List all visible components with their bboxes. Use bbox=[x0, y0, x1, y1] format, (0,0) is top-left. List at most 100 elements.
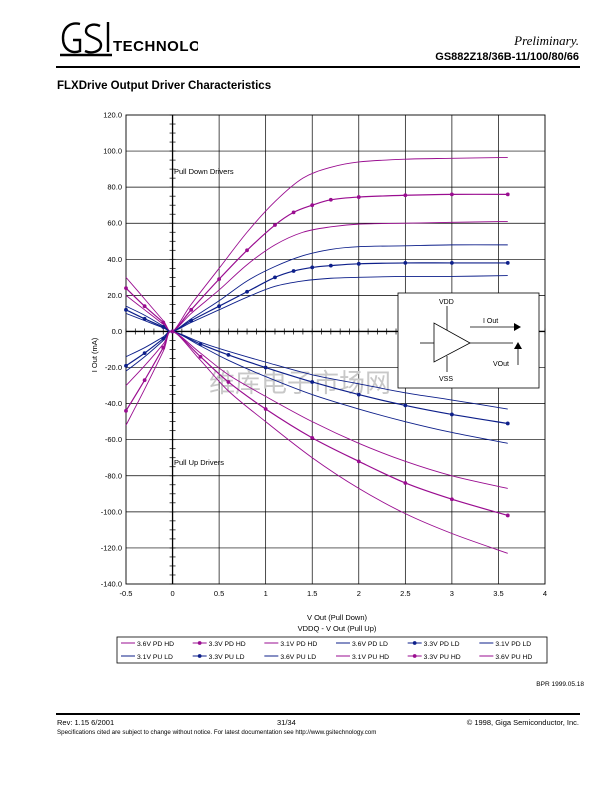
legend-label: 3.3V PU LD bbox=[209, 654, 245, 661]
x-tick-label: 0.5 bbox=[214, 589, 224, 598]
legend-box bbox=[116, 636, 548, 664]
data-point bbox=[263, 365, 268, 370]
series-line bbox=[125, 220, 508, 333]
data-point bbox=[142, 304, 147, 309]
data-point bbox=[198, 354, 203, 359]
legend-item: 3.1V PU HD bbox=[336, 654, 389, 661]
legend-item: 3.6V PU HD bbox=[479, 654, 532, 661]
series-3-1v-pd-ld bbox=[125, 275, 508, 333]
series-3-3v-pu-hd bbox=[124, 329, 510, 518]
legend-item: 3.1V PD LD bbox=[479, 641, 531, 648]
legend-marker bbox=[412, 641, 417, 645]
data-point bbox=[403, 193, 408, 198]
x-axis-label-2: VDDQ - V Out (Pull Up) bbox=[298, 624, 377, 633]
watermark: 维库电子市场网 bbox=[209, 368, 391, 398]
footer-disclaimer: Specifications cited are subject to chan… bbox=[57, 729, 377, 736]
series-line bbox=[125, 330, 508, 444]
y-axis-label: I Out (mA) bbox=[90, 337, 99, 372]
footer-rule bbox=[56, 713, 580, 715]
data-point bbox=[505, 192, 510, 197]
document-status: Preliminary. bbox=[514, 33, 579, 48]
data-point bbox=[217, 304, 222, 309]
data-point bbox=[356, 459, 361, 464]
legend-label: 3.1V PD LD bbox=[495, 641, 531, 648]
x-tick-label: 1 bbox=[264, 589, 268, 598]
x-tick-label: 1.5 bbox=[307, 589, 317, 598]
data-point bbox=[328, 263, 333, 268]
series-line bbox=[125, 330, 508, 517]
data-point bbox=[328, 197, 333, 202]
legend-item: 3.1V PD HD bbox=[264, 641, 317, 648]
x-tick-label: 2 bbox=[357, 589, 361, 598]
part-number: GS882Z18/36B-11/100/80/66 bbox=[435, 51, 579, 63]
data-point bbox=[291, 269, 296, 273]
data-point bbox=[245, 248, 249, 253]
data-point bbox=[505, 513, 510, 518]
legend-item: 3.3V PU HD bbox=[407, 654, 461, 661]
series-3-1v-pd-hd bbox=[125, 220, 508, 333]
data-point bbox=[124, 408, 128, 413]
data-point bbox=[226, 380, 231, 384]
y-tick-label: 20.0 bbox=[107, 291, 122, 300]
data-point bbox=[356, 261, 361, 266]
series-line bbox=[125, 275, 508, 333]
x-tick-label: 3 bbox=[450, 589, 454, 598]
legend-item: 3.3V PU LD bbox=[192, 654, 245, 661]
series-line bbox=[125, 331, 508, 554]
data-point bbox=[310, 380, 315, 384]
y-tick-label: 120.0 bbox=[103, 111, 122, 120]
data-point bbox=[217, 277, 222, 282]
legend-item: 3.3V PD HD bbox=[192, 641, 246, 648]
y-tick-label: -100.0 bbox=[101, 507, 122, 516]
y-tick-label: 60.0 bbox=[107, 219, 122, 228]
data-point bbox=[310, 265, 315, 270]
legend-label: 3.6V PD HD bbox=[137, 641, 174, 648]
legend-item: 3.1V PU LD bbox=[121, 654, 173, 661]
data-point bbox=[310, 435, 315, 440]
legend-item: 3.6V PD HD bbox=[121, 641, 174, 648]
data-point bbox=[449, 192, 454, 197]
x-tick-label: 4 bbox=[543, 589, 547, 598]
y-tick-label: -40.0 bbox=[105, 399, 122, 408]
data-point bbox=[449, 261, 454, 265]
x-tick-label: 0 bbox=[170, 589, 174, 598]
data-point bbox=[273, 275, 277, 280]
inset-vdd: VDD bbox=[439, 299, 454, 306]
legend-marker bbox=[197, 654, 202, 658]
data-point bbox=[310, 203, 315, 208]
data-point bbox=[142, 378, 147, 383]
x-axis-label: V Out (Pull Down) bbox=[307, 613, 368, 622]
driver-inset-diagram: VDD VSS I Out VOut bbox=[397, 292, 540, 389]
data-point bbox=[356, 195, 361, 199]
legend-label: 3.1V PD HD bbox=[280, 641, 317, 648]
data-point bbox=[449, 497, 454, 502]
driver-triangle-icon bbox=[433, 322, 471, 363]
legend-label: 3.6V PU LD bbox=[280, 654, 316, 661]
series-3-1v-pu-hd bbox=[125, 330, 508, 489]
data-point bbox=[124, 363, 128, 368]
legend-item: 3.6V PU LD bbox=[264, 654, 316, 661]
legend-item: 3.6V PD LD bbox=[336, 641, 388, 648]
legend-label: 3.6V PU HD bbox=[495, 654, 532, 661]
gsi-technology-logo: TECHNOLOGY bbox=[60, 22, 198, 57]
legend-marker bbox=[412, 654, 417, 658]
legend-label: 3.3V PD HD bbox=[209, 641, 246, 648]
inset-vout: VOut bbox=[493, 361, 509, 368]
data-point bbox=[245, 289, 249, 294]
chart-series bbox=[124, 156, 510, 554]
series-3-6v-pu-hd bbox=[125, 331, 508, 554]
y-tick-label: -20.0 bbox=[105, 363, 122, 372]
chart-tick-labels: -0.5 0 0.5 1 1.5 2 2.5 3 3.5 4 120.0 100.0 80.0 60.0 4… bbox=[101, 111, 547, 599]
x-tick-label: 3.5 bbox=[493, 589, 503, 598]
legend-label: 3.1V PU HD bbox=[352, 654, 389, 661]
data-point bbox=[226, 353, 231, 357]
legend-label: 3.3V PU HD bbox=[424, 654, 461, 661]
legend-label: 3.3V PD LD bbox=[424, 641, 460, 648]
footer-page-number: 31/34 bbox=[277, 718, 296, 727]
legend-label: 3.1V PU LD bbox=[137, 654, 173, 661]
inset-iout: I Out bbox=[483, 318, 498, 325]
data-point bbox=[189, 307, 194, 312]
chart-legend: 3.6V PD HD 3.3V PD HD 3.1V PD HD 3.6V PD LD… bbox=[116, 636, 548, 664]
data-point bbox=[505, 421, 510, 426]
data-point bbox=[124, 307, 128, 312]
